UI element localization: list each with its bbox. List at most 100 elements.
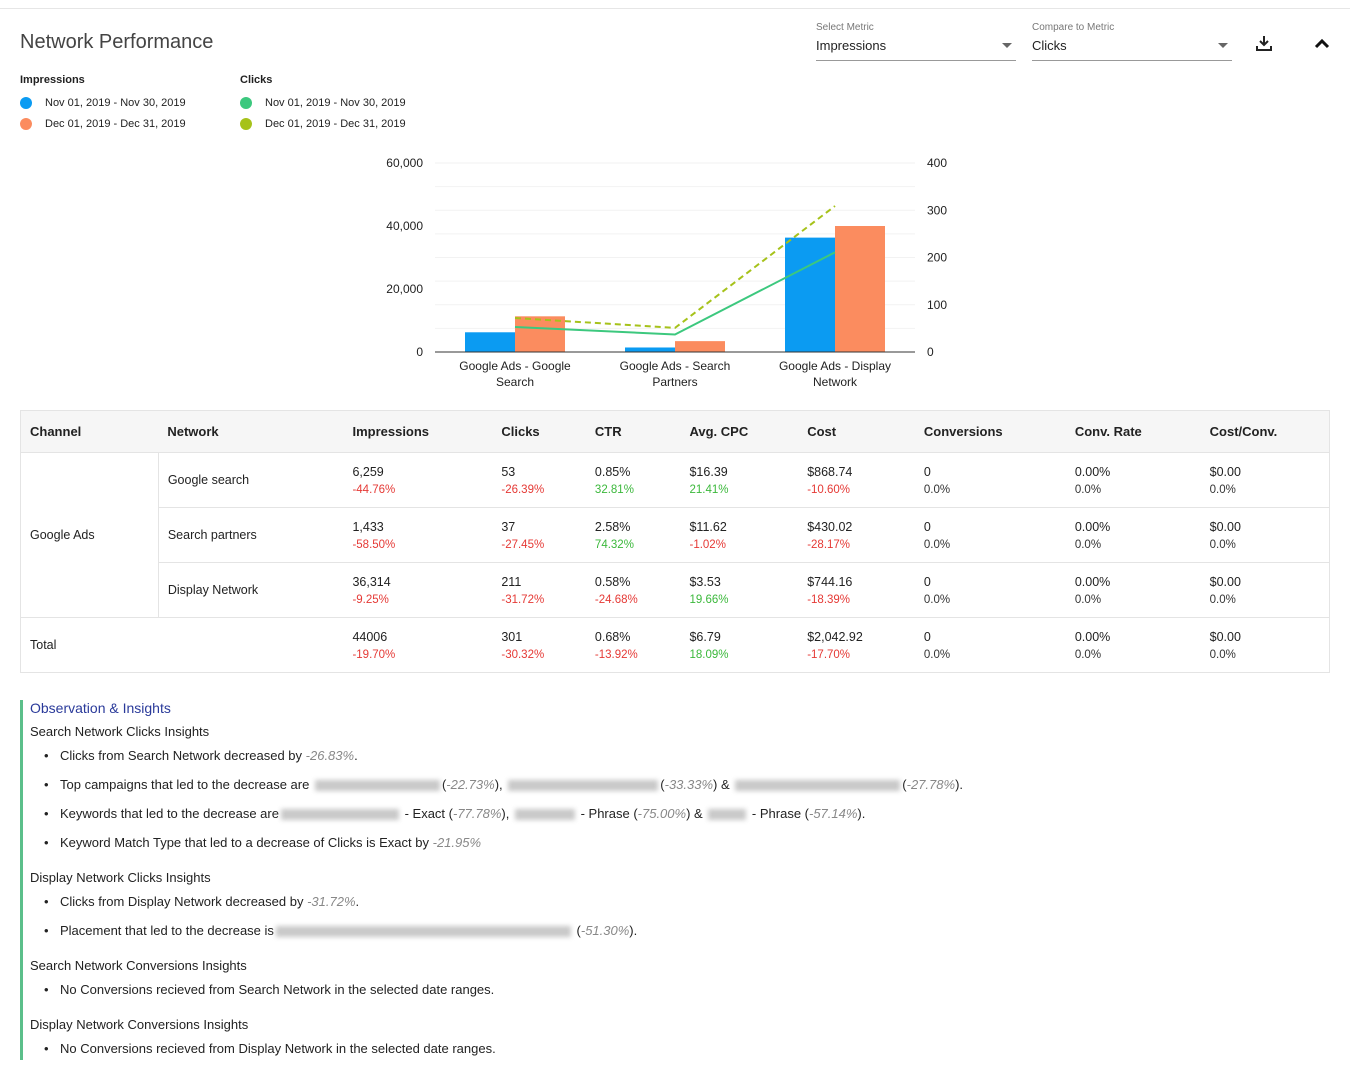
column-header[interactable]: Impressions	[343, 410, 493, 453]
cell-change: 0.0%	[1074, 483, 1102, 496]
y2-tick-label: 0	[927, 345, 934, 359]
table-cell: 37 -27.45%	[492, 507, 586, 563]
table-cell: 0.00% 0.0%	[1065, 507, 1201, 563]
legend-item[interactable]: Nov 01, 2019 - Nov 30, 2019	[20, 92, 186, 113]
select-metric-label: Select Metric	[816, 22, 874, 33]
cell-value: 0.68%	[594, 629, 631, 644]
table-cell: 211 -31.72%	[492, 562, 586, 618]
total-label: Total	[20, 617, 344, 673]
bar	[675, 341, 725, 352]
compare-metric-dropdown[interactable]: Compare to Metric Clicks	[1032, 22, 1232, 61]
insight-item: Clicks from Display Network decreased by…	[30, 894, 980, 923]
cell-change: 0.0%	[1209, 593, 1236, 606]
cell-value: 211	[501, 574, 522, 589]
cell-change: -27.45%	[501, 538, 545, 551]
insight-item: Placement that led to the decrease is (-…	[30, 923, 980, 952]
select-metric-dropdown[interactable]: Select Metric Impressions	[816, 22, 1016, 61]
insights-panel: Observation & Insights Search Network Cl…	[20, 700, 980, 1060]
table-cell: 53 -26.39%	[492, 452, 586, 508]
cell-change: 0.0%	[923, 538, 951, 551]
cell-change: 0.0%	[1209, 483, 1236, 496]
table-cell: 0.85% 32.81%	[585, 452, 681, 508]
cell-value: $0.00	[1209, 464, 1241, 479]
table-cell: 0 0.0%	[914, 452, 1066, 508]
cell-value: $0.00	[1209, 629, 1241, 644]
cell-value: 44006	[352, 629, 388, 644]
legend-title: Impressions	[20, 74, 85, 86]
table-cell: $0.00 0.0%	[1200, 617, 1330, 673]
cell-value: 301	[501, 629, 523, 644]
legend-item[interactable]: Dec 01, 2019 - Dec 31, 2019	[240, 113, 406, 134]
legend-dot	[20, 96, 32, 109]
cell-value: $0.00	[1209, 519, 1241, 534]
table-cell: 301 -30.32%	[492, 617, 586, 673]
legend-item[interactable]: Dec 01, 2019 - Dec 31, 2019	[20, 113, 186, 134]
cell-change: 0.0%	[1074, 648, 1102, 661]
cell-value: 0.00%	[1074, 519, 1111, 534]
cell-value: $744.16	[807, 574, 853, 589]
page-title: Network Performance	[20, 31, 214, 53]
compare-metric-label: Compare to Metric	[1032, 22, 1115, 33]
legend-item[interactable]: Nov 01, 2019 - Nov 30, 2019	[240, 92, 406, 113]
legend-impressions: Impressions Nov 01, 2019 - Nov 30, 2019 …	[20, 74, 186, 134]
download-icon[interactable]	[1254, 33, 1274, 56]
top-divider	[0, 8, 1350, 9]
legend-label: Dec 01, 2019 - Dec 31, 2019	[45, 117, 186, 130]
network-performance-chart: 0 20,000 40,000 60,000 0 100 200 300 400 Google A…	[386, 156, 947, 389]
cell-value: $16.39	[689, 464, 728, 479]
cell-change: -24.68%	[594, 593, 638, 606]
cell-value: 36,314	[352, 574, 391, 589]
cell-value: 0.58%	[594, 574, 631, 589]
caret-down-icon	[1218, 43, 1228, 48]
column-header[interactable]: Clicks	[492, 410, 586, 453]
table-cell: 36,314 -9.25%	[343, 562, 493, 618]
cell-change: 0.0%	[1209, 648, 1236, 661]
cell-change: -1.02%	[689, 538, 726, 551]
column-header[interactable]: Avg. CPC	[680, 410, 799, 453]
insights-section-title: Display Network Conversions Insights	[30, 1017, 249, 1032]
column-header[interactable]: Network	[158, 410, 344, 453]
x-tick-label: Google Ads - Google Search	[459, 359, 571, 389]
cell-value: 1,433	[352, 519, 384, 534]
column-header[interactable]: Cost	[798, 410, 915, 453]
insight-item: No Conversions recieved from Display Net…	[30, 1041, 980, 1070]
insights-list: Clicks from Search Network decreased by …	[30, 748, 980, 864]
redacted-text	[275, 926, 571, 938]
table-cell: $6.79 18.09%	[680, 617, 799, 673]
chevron-up-icon[interactable]	[1313, 35, 1331, 54]
column-header[interactable]: Channel	[20, 410, 159, 453]
column-header[interactable]: Conversions	[914, 410, 1066, 453]
legend-dot	[240, 96, 252, 109]
table-cell: 0.58% -24.68%	[585, 562, 681, 618]
y2-tick-label: 300	[927, 203, 947, 217]
cell-value: $0.00	[1209, 574, 1241, 589]
insight-item: No Conversions recieved from Search Netw…	[30, 982, 980, 1011]
cell-change: 0.0%	[923, 593, 951, 606]
table-cell: 0.00% 0.0%	[1065, 562, 1201, 618]
table-cell: $0.00 0.0%	[1200, 507, 1330, 563]
y2-tick-label: 200	[927, 251, 947, 265]
cell-value: 0	[923, 519, 931, 534]
cell-value: 0	[923, 574, 931, 589]
legend-label: Nov 01, 2019 - Nov 30, 2019	[45, 96, 186, 109]
y-tick-label: 0	[416, 345, 423, 359]
column-header[interactable]: CTR	[585, 410, 681, 453]
cell-value: $868.74	[807, 464, 853, 479]
cell-change: -44.76%	[352, 483, 396, 496]
table-header-row: Channel Network Impressions Clicks CTR Avg. C…	[20, 410, 1330, 453]
table-cell: 0 0.0%	[914, 617, 1066, 673]
column-header[interactable]: Cost/Conv.	[1200, 410, 1330, 453]
table-cell: $430.02 -28.17%	[798, 507, 915, 563]
table-cell: $2,042.92 -17.70%	[798, 617, 915, 673]
y-tick-label: 20,000	[386, 282, 423, 296]
column-header[interactable]: Conv. Rate	[1065, 410, 1201, 453]
cell-value: 0.00%	[1074, 629, 1111, 644]
cell-change: -18.39%	[807, 593, 851, 606]
y-tick-label: 60,000	[386, 156, 423, 170]
table-cell: $744.16 -18.39%	[798, 562, 915, 618]
total-row: Total 44006 -19.70% 301 -30.32% 0.68% -13.92% $…	[20, 617, 1330, 673]
table-cell: $0.00 0.0%	[1200, 452, 1330, 508]
table-cell: $0.00 0.0%	[1200, 562, 1330, 618]
table-cell: $16.39 21.41%	[680, 452, 799, 508]
cell-change: 0.0%	[1209, 538, 1236, 551]
